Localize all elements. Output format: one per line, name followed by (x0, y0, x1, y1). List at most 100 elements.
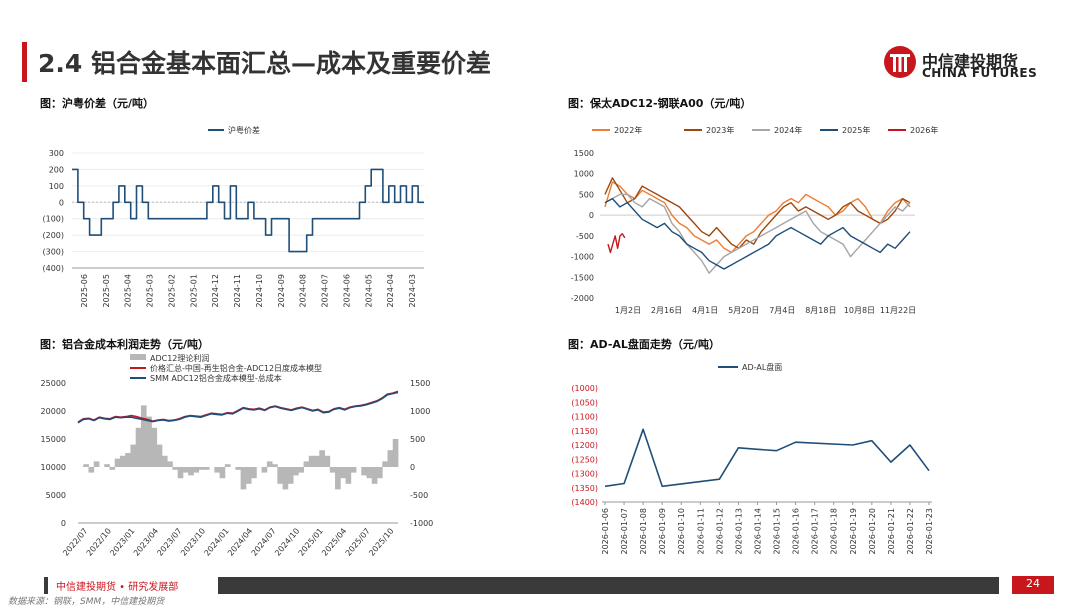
profit-bar (340, 467, 346, 479)
legend-label: 2022年 (614, 125, 642, 135)
y-tick-label: (1300) (571, 470, 598, 479)
x-tick-label: 2026-01-11 (696, 508, 705, 555)
y-tick-label: 1000 (574, 170, 594, 179)
profit-bar (177, 467, 184, 479)
spread-chart: 300 200 100 0 (100) (200) (300) (400) 2025-06 202… (42, 125, 424, 307)
left-y-tick-label: 10000 (41, 463, 66, 472)
page-number-badge (1012, 576, 1054, 594)
citic-logo-icon (884, 46, 916, 78)
profit-bar (104, 464, 110, 467)
y-tick-label: 300 (49, 149, 64, 158)
x-tick-label: 10月8日 (844, 306, 875, 315)
profit-bar (308, 455, 315, 467)
y-tick-label: -500 (576, 232, 594, 241)
y-tick-label: (400) (42, 264, 64, 273)
profit-bar (203, 467, 210, 470)
legend-label: AD-AL盘面 (742, 362, 782, 372)
fig-title-adc12: 图：保太ADC12-钢联A00（元/吨） (568, 97, 752, 110)
profit-bar (277, 467, 283, 484)
legend-swatch (130, 354, 146, 360)
y-tick-label: (200) (42, 231, 64, 240)
title-accent-bar (22, 42, 27, 82)
x-tick-label: 8月18日 (805, 306, 836, 315)
x-tick-label: 2026-01-23 (925, 508, 934, 555)
profit-bar (161, 455, 168, 467)
profit-bar (88, 467, 95, 473)
x-tick-label: 2025-01 (189, 274, 198, 307)
profit-bar (151, 427, 158, 467)
series-line-2024年 (604, 193, 911, 274)
profit-bar (109, 467, 116, 470)
right-y-tick-label: 1000 (410, 407, 430, 416)
legend-label: 2023年 (706, 125, 734, 135)
y-tick-label: 0 (59, 198, 64, 207)
profit-bar (345, 467, 352, 484)
x-tick-label: 2025/10 (367, 527, 395, 558)
profit-bar (298, 467, 304, 473)
legend-label: ADC12理论利润 (150, 353, 209, 363)
left-y-tick-label: 25000 (41, 379, 66, 388)
profit-bar (219, 467, 226, 479)
x-tick-label: 2025-05 (102, 274, 111, 307)
profit-bar (83, 464, 89, 467)
x-tick-label: 2024-06 (342, 274, 351, 307)
x-tick-label: 2026-01-22 (906, 508, 915, 555)
profit-bar (282, 467, 289, 490)
profit-bar (125, 453, 131, 467)
y-tick-label: (100) (42, 215, 64, 224)
x-tick-label: 2026-01-15 (773, 508, 782, 555)
profit-bar (135, 427, 142, 467)
x-tick-label: 2024-08 (299, 274, 308, 307)
profit-bar (172, 467, 179, 470)
right-y-tick-label: 500 (410, 435, 425, 444)
x-tick-label: 2026-01-18 (830, 508, 839, 555)
legend-label: 价格汇总-中国-再生铝合金-ADC12日度成本模型 (150, 363, 322, 373)
x-tick-label: 2026-01-06 (601, 508, 610, 555)
profit-bar (182, 467, 189, 473)
x-tick-label: 2024-09 (277, 274, 286, 307)
x-tick-label: 2024-05 (364, 274, 373, 307)
profit-bar (193, 467, 200, 473)
fig-title-profit: 图：铝合金成本利润走势（元/吨） (40, 338, 210, 351)
fig-title-spread: 图：沪粤价差（元/吨） (40, 97, 155, 110)
profit-bar (188, 467, 194, 476)
profit-bar (335, 467, 341, 490)
y-tick-label: (1200) (571, 441, 598, 450)
y-tick-label: 0 (589, 211, 594, 220)
y-tick-label: (1100) (571, 413, 598, 422)
footer-bar (44, 577, 999, 594)
profit-bar (261, 467, 268, 473)
profit-bar (329, 467, 336, 473)
y-tick-label: 1500 (574, 149, 594, 158)
x-tick-label: 2025-02 (167, 274, 176, 307)
left-y-tick-label: 15000 (41, 435, 66, 444)
profit-bar (245, 467, 252, 484)
y-tick-label: (1350) (571, 484, 598, 493)
x-tick-label: 2025-03 (146, 274, 155, 307)
page-number: 24 (1026, 577, 1040, 590)
x-tick-label: 2024-03 (408, 274, 417, 307)
legend-label: 沪粤价差 (228, 125, 260, 135)
profit-bar (350, 467, 357, 473)
data-source: 数据来源：钢联，SMM，中信建投期货 (8, 597, 165, 607)
y-tick-label: (1050) (571, 398, 598, 407)
left-y-tick-label: 5000 (46, 491, 66, 500)
profit-bar (93, 461, 100, 467)
legend-label: 2025年 (842, 125, 870, 135)
legend-label: 2026年 (910, 125, 938, 135)
profit-bar (224, 464, 231, 467)
right-y-tick-label: -500 (410, 491, 428, 500)
profit-bar (251, 467, 257, 479)
x-tick-label: 2025-06 (80, 274, 89, 307)
legend-label: 2024年 (774, 125, 802, 135)
profit-bar (392, 439, 399, 467)
x-tick-label: 4月1日 (692, 306, 718, 315)
x-tick-label: 2026-01-07 (620, 508, 629, 555)
x-tick-label: 2024-07 (321, 274, 330, 307)
x-tick-label: 2024-10 (255, 274, 264, 307)
y-tick-label: 500 (579, 190, 594, 199)
profit-bar (119, 455, 126, 467)
y-tick-label: -1000 (571, 253, 594, 262)
right-y-tick-label: 0 (410, 463, 415, 472)
series-line-2022年 (604, 181, 911, 254)
